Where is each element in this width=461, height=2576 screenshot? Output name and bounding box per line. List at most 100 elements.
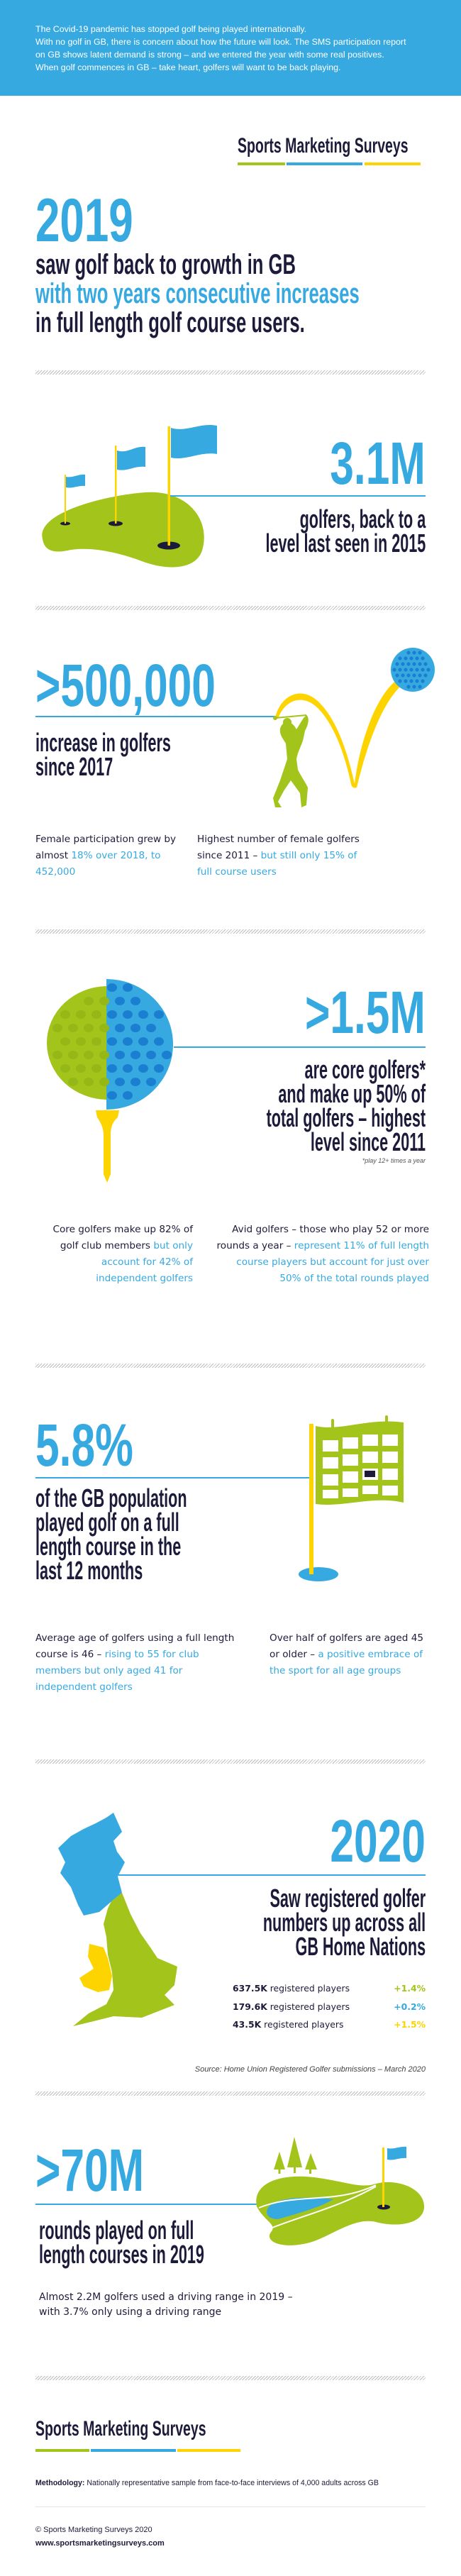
dimple (404, 679, 408, 683)
logo-bar-green (35, 2449, 89, 2452)
stat-value: >1.5M (305, 979, 426, 1046)
note-highlight: but only account for 42% of independent … (96, 1240, 193, 1284)
footer-brand-logo: Sports Marketing Surveys (35, 2417, 206, 2440)
stat-value: >500,000 (35, 652, 216, 719)
dimple (99, 1078, 109, 1086)
dimple (412, 673, 416, 678)
website-link[interactable]: www.sportsmarketingsurveys.com (35, 2539, 165, 2548)
rule (174, 1046, 426, 1048)
dimple (84, 1024, 94, 1032)
dimple (406, 662, 411, 666)
source-note: Source: Home Union Registered Golfer sub… (194, 2065, 426, 2074)
label: registered players (267, 2001, 350, 2012)
logo-bar-blue (91, 2449, 176, 2452)
stat-caption: of the GB population played golf on a fu… (35, 1486, 187, 1583)
dimple (409, 656, 413, 660)
dimple (99, 1051, 109, 1059)
hero-year: 2019 (35, 187, 133, 255)
list-item: 637.5K registered players +1.4% (233, 1981, 426, 2000)
dimple (398, 656, 402, 660)
registered-players-list: 637.5K registered players +1.4% 179.6K re… (233, 1981, 426, 2036)
divider (35, 2376, 426, 2380)
dimple (423, 673, 428, 678)
dimple (84, 1078, 94, 1086)
dimple (91, 1037, 101, 1046)
note-text: Over half of golfers are aged 45 or olde… (270, 1632, 424, 1660)
caption-line: played golf on a full (35, 1508, 179, 1537)
female-participation-note: Female participation grew by almost 18% … (35, 831, 177, 880)
dimple (398, 668, 402, 672)
dimple (107, 1091, 117, 1100)
dimple (415, 656, 419, 660)
dimple (404, 656, 408, 660)
dimple (418, 651, 422, 655)
note-text: Highest number of female golfers since 2… (197, 834, 360, 861)
intro-line: With no golf in GB, there is concern abo… (35, 37, 406, 47)
stat-value: 3.1M (330, 430, 426, 497)
caption-line: since 2017 (35, 752, 113, 781)
dimple (398, 679, 402, 683)
dimple (409, 679, 413, 683)
driving-range-note: Almost 2.2M golfers used a driving range… (39, 2292, 293, 2318)
stat-caption: are core golfers* and make up 50% of tot… (266, 1057, 426, 1156)
footnote: *play 12+ times a year (362, 1157, 426, 1164)
dimple (99, 1024, 109, 1032)
label: registered players (267, 1983, 350, 1994)
rule (35, 1477, 309, 1478)
dimple (421, 668, 425, 672)
dimple (418, 685, 422, 689)
methodology-label: Methodology: (35, 2479, 85, 2487)
golf-course-icon (256, 2137, 425, 2245)
dimple (395, 662, 399, 666)
dimple (84, 1051, 94, 1059)
gb-map-icon (58, 1813, 177, 2026)
divider (35, 1364, 426, 1368)
change: +1.5% (394, 2019, 426, 2030)
dimple (130, 1024, 140, 1032)
dimple (52, 1024, 62, 1032)
dimple (60, 1064, 70, 1073)
dimple (123, 1064, 133, 1073)
stat-caption: golfers, back to a level last seen in 20… (265, 507, 426, 556)
change: +0.2% (394, 2001, 426, 2012)
caption-line: and make up 50% of (278, 1079, 426, 1108)
label: registered players (261, 2019, 344, 2030)
dimple (115, 1078, 125, 1086)
dimple (76, 1037, 86, 1046)
average-age-note: Average age of golfers using a full leng… (35, 1630, 241, 1696)
dimple (115, 1024, 125, 1032)
caption-line: GB Home Nations (295, 1932, 426, 1961)
hero-title: saw golf back to growth in GB with two y… (35, 250, 360, 338)
dimple (418, 673, 422, 678)
caption-line: rounds played on full (39, 2216, 194, 2245)
logo-bar-yellow (177, 2449, 240, 2452)
dimple (412, 685, 416, 689)
rule (35, 2204, 257, 2205)
caption-line: of the GB population (35, 1483, 187, 1513)
copyright: © Sports Marketing Surveys 2020 (35, 2526, 152, 2534)
dimple (154, 1010, 164, 1019)
dimple (60, 1037, 70, 1046)
over-45-note: Over half of golfers are aged 45 or olde… (270, 1630, 429, 1679)
divider (35, 606, 426, 610)
dimple (123, 983, 133, 992)
count: 637.5K (233, 1983, 267, 1994)
dimple (60, 1010, 70, 1019)
golfer-swing-icon (273, 648, 435, 807)
dimple (154, 1064, 164, 1073)
caption-line: increase in golfers (35, 728, 171, 757)
count: 43.5K (233, 2019, 262, 2030)
logo-bar-green (238, 162, 285, 165)
dimple (401, 673, 405, 678)
change: +1.4% (394, 1983, 426, 1994)
dimple (107, 1010, 117, 1019)
count: 179.6K (233, 2001, 267, 2012)
caption-line: total golfers – highest (266, 1103, 426, 1132)
caption-line: level since 2011 (310, 1127, 426, 1156)
note-text: Average age of golfers using a full leng… (35, 1632, 235, 1660)
dimple (76, 1010, 86, 1019)
dimple (138, 1064, 148, 1073)
dimple (421, 656, 425, 660)
methodology: Methodology: Nationally representative s… (35, 2479, 379, 2487)
